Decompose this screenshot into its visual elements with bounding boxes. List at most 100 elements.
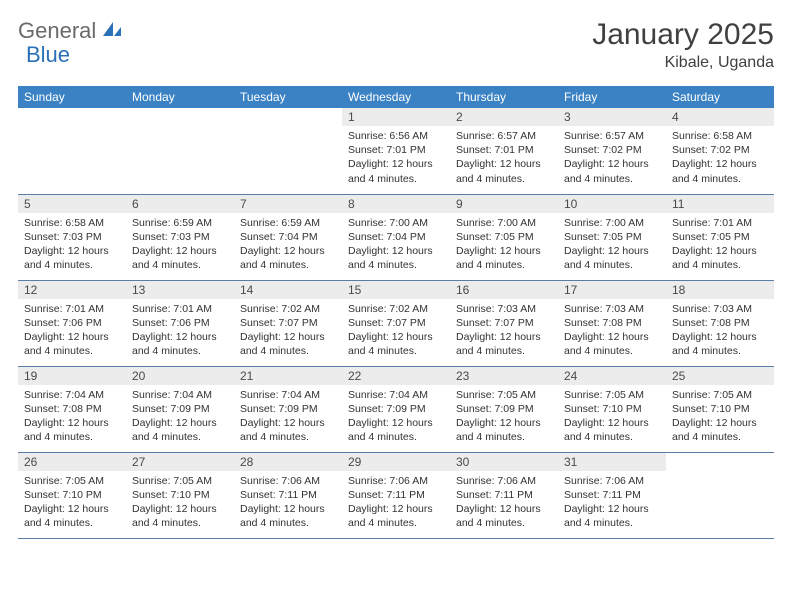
day-sun-data: Sunrise: 7:01 AMSunset: 7:06 PMDaylight:… bbox=[18, 299, 126, 359]
day-header: Tuesday bbox=[234, 86, 342, 108]
calendar-day-cell: 2Sunrise: 6:57 AMSunset: 7:01 PMDaylight… bbox=[450, 108, 558, 194]
day-sun-data: Sunrise: 6:59 AMSunset: 7:04 PMDaylight:… bbox=[234, 213, 342, 273]
calendar-day-cell: 9Sunrise: 7:00 AMSunset: 7:05 PMDaylight… bbox=[450, 194, 558, 280]
day-header-row: Sunday Monday Tuesday Wednesday Thursday… bbox=[18, 86, 774, 108]
day-sun-data: Sunrise: 7:05 AMSunset: 7:10 PMDaylight:… bbox=[126, 471, 234, 531]
day-number: 22 bbox=[342, 367, 450, 385]
calendar-day-cell: 18Sunrise: 7:03 AMSunset: 7:08 PMDayligh… bbox=[666, 280, 774, 366]
calendar-day-cell: 8Sunrise: 7:00 AMSunset: 7:04 PMDaylight… bbox=[342, 194, 450, 280]
day-sun-data: Sunrise: 7:05 AMSunset: 7:10 PMDaylight:… bbox=[558, 385, 666, 445]
day-number: 16 bbox=[450, 281, 558, 299]
calendar-week-row: 1Sunrise: 6:56 AMSunset: 7:01 PMDaylight… bbox=[18, 108, 774, 194]
day-number: 27 bbox=[126, 453, 234, 471]
calendar-day-cell: 19Sunrise: 7:04 AMSunset: 7:08 PMDayligh… bbox=[18, 366, 126, 452]
day-number bbox=[234, 108, 342, 126]
day-sun-data: Sunrise: 7:01 AMSunset: 7:05 PMDaylight:… bbox=[666, 213, 774, 273]
calendar-week-row: 19Sunrise: 7:04 AMSunset: 7:08 PMDayligh… bbox=[18, 366, 774, 452]
day-header: Saturday bbox=[666, 86, 774, 108]
day-sun-data: Sunrise: 7:04 AMSunset: 7:09 PMDaylight:… bbox=[342, 385, 450, 445]
day-number: 4 bbox=[666, 108, 774, 126]
calendar-day-cell: 27Sunrise: 7:05 AMSunset: 7:10 PMDayligh… bbox=[126, 452, 234, 538]
day-number: 23 bbox=[450, 367, 558, 385]
day-sun-data: Sunrise: 7:06 AMSunset: 7:11 PMDaylight:… bbox=[342, 471, 450, 531]
calendar-day-cell: 24Sunrise: 7:05 AMSunset: 7:10 PMDayligh… bbox=[558, 366, 666, 452]
day-number: 14 bbox=[234, 281, 342, 299]
logo: General bbox=[18, 18, 125, 44]
day-number: 24 bbox=[558, 367, 666, 385]
calendar-day-cell: 30Sunrise: 7:06 AMSunset: 7:11 PMDayligh… bbox=[450, 452, 558, 538]
calendar-day-cell: 31Sunrise: 7:06 AMSunset: 7:11 PMDayligh… bbox=[558, 452, 666, 538]
day-number: 10 bbox=[558, 195, 666, 213]
page-title: January 2025 bbox=[592, 18, 774, 52]
day-number: 9 bbox=[450, 195, 558, 213]
day-sun-data: Sunrise: 7:05 AMSunset: 7:10 PMDaylight:… bbox=[666, 385, 774, 445]
calendar-day-cell bbox=[18, 108, 126, 194]
day-number: 20 bbox=[126, 367, 234, 385]
day-sun-data: Sunrise: 6:58 AMSunset: 7:02 PMDaylight:… bbox=[666, 126, 774, 186]
day-number: 7 bbox=[234, 195, 342, 213]
day-number: 29 bbox=[342, 453, 450, 471]
day-number: 18 bbox=[666, 281, 774, 299]
day-sun-data: Sunrise: 6:56 AMSunset: 7:01 PMDaylight:… bbox=[342, 126, 450, 186]
calendar-day-cell: 13Sunrise: 7:01 AMSunset: 7:06 PMDayligh… bbox=[126, 280, 234, 366]
calendar-day-cell: 15Sunrise: 7:02 AMSunset: 7:07 PMDayligh… bbox=[342, 280, 450, 366]
calendar-day-cell bbox=[666, 452, 774, 538]
day-sun-data: Sunrise: 7:02 AMSunset: 7:07 PMDaylight:… bbox=[342, 299, 450, 359]
day-number: 25 bbox=[666, 367, 774, 385]
day-number: 5 bbox=[18, 195, 126, 213]
calendar-day-cell: 3Sunrise: 6:57 AMSunset: 7:02 PMDaylight… bbox=[558, 108, 666, 194]
header: General Blue January 2025 Kibale, Uganda bbox=[18, 18, 774, 72]
day-number: 6 bbox=[126, 195, 234, 213]
location-label: Kibale, Uganda bbox=[592, 54, 774, 72]
day-number: 12 bbox=[18, 281, 126, 299]
calendar-day-cell: 12Sunrise: 7:01 AMSunset: 7:06 PMDayligh… bbox=[18, 280, 126, 366]
calendar-week-row: 26Sunrise: 7:05 AMSunset: 7:10 PMDayligh… bbox=[18, 452, 774, 538]
calendar-day-cell: 6Sunrise: 6:59 AMSunset: 7:03 PMDaylight… bbox=[126, 194, 234, 280]
day-number: 11 bbox=[666, 195, 774, 213]
day-header: Thursday bbox=[450, 86, 558, 108]
day-number bbox=[18, 108, 126, 126]
day-number bbox=[666, 453, 774, 471]
calendar-day-cell: 25Sunrise: 7:05 AMSunset: 7:10 PMDayligh… bbox=[666, 366, 774, 452]
calendar-day-cell: 28Sunrise: 7:06 AMSunset: 7:11 PMDayligh… bbox=[234, 452, 342, 538]
logo-text-blue-wrap: Blue bbox=[26, 42, 70, 68]
calendar-day-cell: 7Sunrise: 6:59 AMSunset: 7:04 PMDaylight… bbox=[234, 194, 342, 280]
day-sun-data: Sunrise: 6:59 AMSunset: 7:03 PMDaylight:… bbox=[126, 213, 234, 273]
day-sun-data: Sunrise: 7:05 AMSunset: 7:09 PMDaylight:… bbox=[450, 385, 558, 445]
day-number: 30 bbox=[450, 453, 558, 471]
calendar-day-cell: 20Sunrise: 7:04 AMSunset: 7:09 PMDayligh… bbox=[126, 366, 234, 452]
calendar-day-cell: 17Sunrise: 7:03 AMSunset: 7:08 PMDayligh… bbox=[558, 280, 666, 366]
day-sun-data: Sunrise: 7:00 AMSunset: 7:05 PMDaylight:… bbox=[558, 213, 666, 273]
logo-text-blue: Blue bbox=[26, 42, 70, 67]
calendar-day-cell: 14Sunrise: 7:02 AMSunset: 7:07 PMDayligh… bbox=[234, 280, 342, 366]
day-sun-data: Sunrise: 7:03 AMSunset: 7:07 PMDaylight:… bbox=[450, 299, 558, 359]
day-header: Sunday bbox=[18, 86, 126, 108]
day-number: 3 bbox=[558, 108, 666, 126]
calendar-day-cell bbox=[126, 108, 234, 194]
day-number: 8 bbox=[342, 195, 450, 213]
day-sun-data: Sunrise: 7:00 AMSunset: 7:04 PMDaylight:… bbox=[342, 213, 450, 273]
day-sun-data: Sunrise: 7:03 AMSunset: 7:08 PMDaylight:… bbox=[558, 299, 666, 359]
day-header: Friday bbox=[558, 86, 666, 108]
day-header: Monday bbox=[126, 86, 234, 108]
day-sun-data: Sunrise: 6:57 AMSunset: 7:01 PMDaylight:… bbox=[450, 126, 558, 186]
day-sun-data: Sunrise: 7:01 AMSunset: 7:06 PMDaylight:… bbox=[126, 299, 234, 359]
logo-text-general: General bbox=[18, 18, 96, 44]
calendar-day-cell: 22Sunrise: 7:04 AMSunset: 7:09 PMDayligh… bbox=[342, 366, 450, 452]
day-number: 17 bbox=[558, 281, 666, 299]
day-sun-data: Sunrise: 7:00 AMSunset: 7:05 PMDaylight:… bbox=[450, 213, 558, 273]
day-sun-data: Sunrise: 7:04 AMSunset: 7:09 PMDaylight:… bbox=[234, 385, 342, 445]
calendar-day-cell: 4Sunrise: 6:58 AMSunset: 7:02 PMDaylight… bbox=[666, 108, 774, 194]
calendar-day-cell: 21Sunrise: 7:04 AMSunset: 7:09 PMDayligh… bbox=[234, 366, 342, 452]
calendar-day-cell bbox=[234, 108, 342, 194]
day-sun-data: Sunrise: 7:04 AMSunset: 7:08 PMDaylight:… bbox=[18, 385, 126, 445]
day-sun-data: Sunrise: 7:02 AMSunset: 7:07 PMDaylight:… bbox=[234, 299, 342, 359]
day-number: 2 bbox=[450, 108, 558, 126]
calendar-day-cell: 16Sunrise: 7:03 AMSunset: 7:07 PMDayligh… bbox=[450, 280, 558, 366]
calendar-day-cell: 10Sunrise: 7:00 AMSunset: 7:05 PMDayligh… bbox=[558, 194, 666, 280]
day-sun-data: Sunrise: 7:06 AMSunset: 7:11 PMDaylight:… bbox=[558, 471, 666, 531]
calendar-table: Sunday Monday Tuesday Wednesday Thursday… bbox=[18, 86, 774, 539]
title-block: January 2025 Kibale, Uganda bbox=[592, 18, 774, 72]
day-sun-data: Sunrise: 7:03 AMSunset: 7:08 PMDaylight:… bbox=[666, 299, 774, 359]
calendar-day-cell: 5Sunrise: 6:58 AMSunset: 7:03 PMDaylight… bbox=[18, 194, 126, 280]
